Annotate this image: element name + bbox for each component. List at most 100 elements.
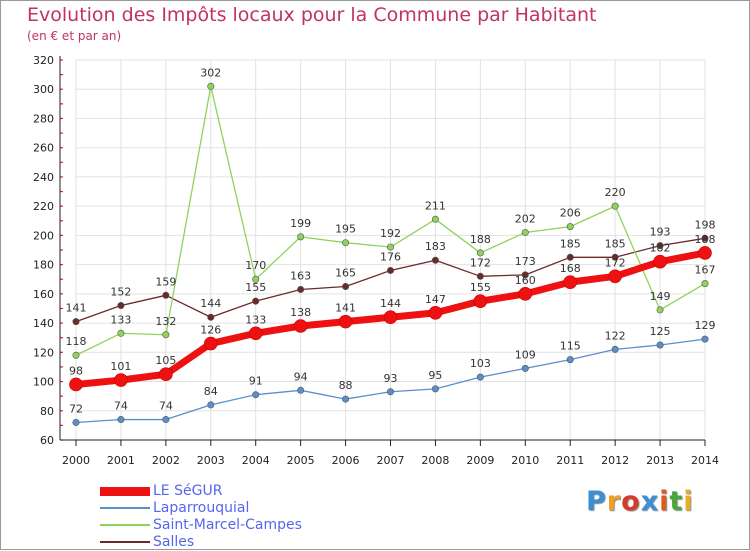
data-label: 172	[605, 256, 626, 269]
logo-letter: P	[586, 486, 607, 517]
data-point	[117, 416, 125, 424]
data-point	[162, 291, 170, 299]
data-point	[656, 306, 664, 314]
label-layer: 98 101 105 126 133 138 141 144 147 155 160 168 172 18…	[66, 66, 716, 415]
data-label: 141	[335, 302, 356, 315]
data-point	[386, 388, 394, 396]
data-label: 302	[200, 66, 221, 79]
data-point	[701, 234, 709, 242]
legend-label: LE SéGUR	[153, 483, 223, 499]
data-label: 126	[200, 324, 221, 337]
data-point	[342, 395, 350, 403]
data-label: 138	[290, 306, 311, 319]
data-label: 155	[245, 281, 266, 294]
y-tick-label: 60	[40, 434, 54, 447]
data-label: 133	[110, 313, 131, 326]
data-point	[701, 335, 709, 343]
data-label: 185	[605, 237, 626, 250]
y-tick-label: 240	[33, 171, 54, 184]
data-point	[566, 356, 574, 364]
logo-letter: r	[606, 486, 622, 517]
data-point	[207, 82, 215, 90]
data-label: 193	[650, 226, 671, 239]
data-label: 109	[515, 348, 536, 361]
data-point	[521, 271, 529, 279]
data-point	[431, 215, 439, 223]
data-point	[293, 319, 308, 333]
data-point	[521, 228, 529, 236]
data-label: 160	[515, 274, 536, 287]
y-tick-label: 220	[33, 200, 54, 213]
data-label: 185	[560, 237, 581, 250]
data-point	[252, 297, 260, 305]
data-label: 88	[339, 379, 353, 392]
data-label: 144	[380, 297, 401, 310]
x-tick-label: 2007	[377, 454, 405, 467]
x-tick-label: 2002	[152, 454, 180, 467]
data-label: 155	[470, 281, 491, 294]
data-label: 141	[66, 302, 87, 315]
data-label: 149	[650, 290, 671, 303]
chart-subtitle: (en € et par an)	[27, 29, 122, 43]
data-point	[473, 294, 488, 308]
series-layer	[69, 82, 712, 426]
data-label: 168	[560, 262, 581, 275]
proxiti-logo: Proxiti	[586, 486, 694, 517]
data-label: 147	[425, 293, 446, 306]
data-point	[701, 280, 709, 288]
legend-label: Salles	[153, 534, 195, 550]
data-label: 144	[200, 297, 221, 310]
data-label: 103	[470, 357, 491, 370]
data-label: 72	[69, 402, 83, 415]
data-point	[566, 253, 574, 261]
data-label: 74	[114, 400, 128, 413]
axis-layer: 60 80 100 120 140 160 180 200 220 240 260 280 300 320…	[33, 54, 719, 467]
data-label: 95	[428, 369, 442, 382]
data-point	[656, 341, 664, 349]
data-point	[518, 287, 533, 301]
y-tick-label: 320	[33, 54, 54, 67]
y-tick-label: 100	[33, 376, 54, 389]
data-point	[653, 254, 667, 269]
data-label: 176	[380, 250, 401, 263]
data-label: 183	[425, 240, 446, 253]
data-point	[431, 385, 439, 393]
y-tick-label: 300	[33, 83, 54, 96]
logo-letter: x	[640, 486, 660, 517]
data-label: 199	[290, 217, 311, 230]
data-point	[72, 351, 80, 359]
data-point	[342, 239, 350, 247]
data-label: 202	[515, 212, 536, 225]
x-tick-label: 2005	[287, 454, 315, 467]
data-label: 173	[515, 255, 536, 268]
y-tick-label: 180	[33, 259, 54, 272]
data-point	[297, 386, 305, 394]
x-tick-label: 2013	[646, 454, 674, 467]
x-tick-label: 2003	[197, 454, 225, 467]
legend-swatch	[100, 507, 150, 509]
data-label: 163	[290, 269, 311, 282]
data-point	[342, 283, 350, 291]
data-label: 198	[695, 218, 716, 231]
data-point	[476, 249, 484, 257]
data-point	[72, 318, 80, 326]
data-point	[428, 306, 443, 320]
data-label: 188	[695, 233, 716, 246]
data-label: 211	[425, 199, 446, 212]
data-point	[117, 302, 125, 310]
data-point	[162, 331, 170, 339]
data-point	[563, 275, 578, 289]
y-tick-label: 200	[33, 229, 54, 242]
data-label: 93	[384, 372, 398, 385]
logo-letter: o	[621, 486, 641, 517]
y-tick-label: 160	[33, 288, 54, 301]
data-point	[386, 266, 394, 274]
data-label: 91	[249, 375, 263, 388]
legend-label: Saint-Marcel-Campes	[153, 517, 302, 533]
data-point	[383, 310, 398, 325]
data-point	[297, 285, 305, 293]
data-label: 182	[650, 242, 671, 255]
data-point	[611, 345, 619, 353]
data-point	[203, 336, 218, 351]
